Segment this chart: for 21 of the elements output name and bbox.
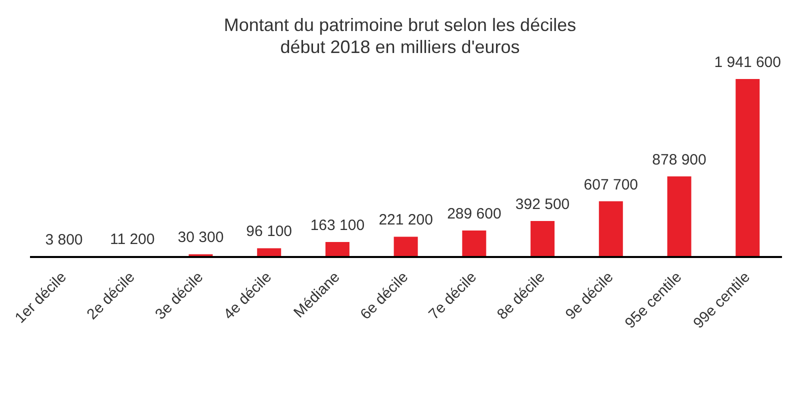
- bar: [598, 201, 623, 257]
- data-label: 163 100: [310, 217, 365, 234]
- bar: [736, 79, 760, 257]
- data-label: 221 200: [378, 212, 433, 229]
- chart-subtitle: début 2018 en milliers d'euros: [280, 37, 520, 57]
- bar: [325, 242, 350, 257]
- bar: [394, 236, 418, 257]
- bar: [257, 248, 282, 257]
- data-label: 96 100: [246, 223, 292, 240]
- data-label: 11 200: [110, 230, 155, 248]
- data-label: 30 300: [178, 229, 224, 246]
- bar: [462, 230, 486, 257]
- data-label: 3 800: [45, 232, 83, 249]
- data-label: 289 600: [447, 205, 502, 222]
- bar: [530, 221, 555, 257]
- data-label: 1 941 600: [714, 54, 782, 71]
- chart-title: Montant du patrimoine brut selon les déciles: [222, 14, 578, 36]
- bar: [667, 176, 692, 257]
- data-label: 878 900: [652, 151, 706, 168]
- data-label: 392 500: [515, 196, 570, 214]
- data-label: 607 700: [584, 176, 638, 194]
